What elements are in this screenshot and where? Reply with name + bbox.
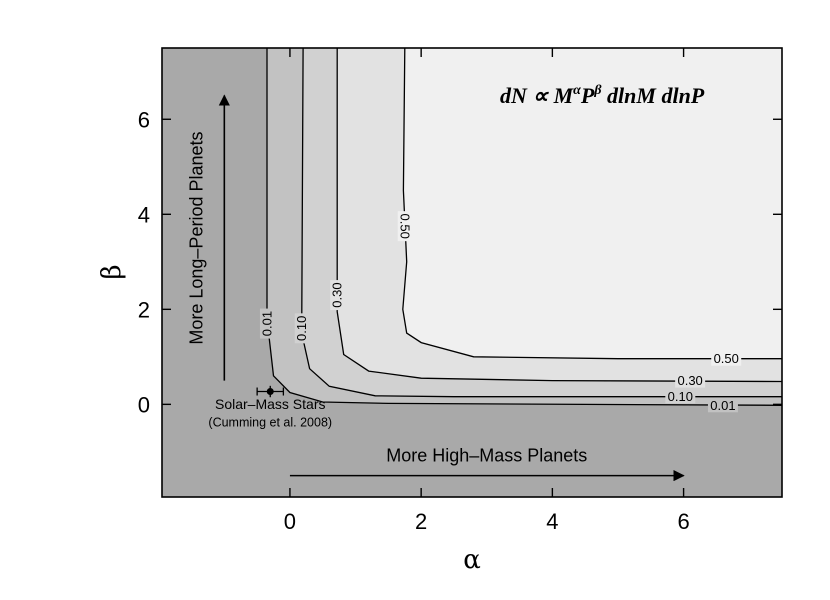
y-direction-arrow: More Long–Period Planets <box>186 94 230 381</box>
contour-label-bg-3 <box>397 211 412 242</box>
contour-label-1: 0.10 <box>294 316 309 341</box>
y-tick-label: 2 <box>138 297 150 322</box>
y-tick-label: 6 <box>138 107 150 132</box>
contour-label-bg-6 <box>665 389 696 404</box>
formula-sup-alpha: α <box>573 83 581 98</box>
contour-label-0: 0.01 <box>259 311 274 336</box>
y-axis-title: β <box>97 264 127 279</box>
x-tick-label: 4 <box>546 509 558 534</box>
marker-label-line2: (Cumming et al. 2008) <box>208 416 332 430</box>
region-0.50 <box>402 48 782 359</box>
contour-label-bg-5 <box>675 373 706 388</box>
contour-label-bg-4 <box>711 351 742 366</box>
contour-label-4: 0.50 <box>714 351 739 366</box>
plot-frame <box>161 47 783 498</box>
y-tick-label: 4 <box>138 202 150 227</box>
contour-label-2: 0.30 <box>330 282 345 307</box>
contour-label-5: 0.30 <box>677 373 702 388</box>
formula-mid: P <box>580 83 595 108</box>
contour-labels: 0.01 0.100.300.500.500.300.100.01 <box>259 211 742 413</box>
contour-label-3: 0.50 <box>397 214 412 239</box>
formula-label: dN ∝ MαPβ dlnM dlnP <box>500 83 705 108</box>
x-arrow-label: More High–Mass Planets <box>386 446 587 466</box>
contour-regions <box>267 48 782 406</box>
solar-mass-marker <box>256 385 285 398</box>
formula-prefix: dN ∝ M <box>500 83 575 108</box>
x-axis-title: α <box>463 545 481 575</box>
contour-label-6: 0.10 <box>668 389 693 404</box>
formula-sup-beta: β <box>593 83 602 98</box>
x-tick-label: 2 <box>415 509 427 534</box>
y-tick-label: 0 <box>138 392 150 417</box>
contour-label-7: 0.01 <box>710 398 735 413</box>
x-tick-label: 0 <box>284 509 296 534</box>
contour-line-0.30 <box>336 48 782 383</box>
formula-suffix: dlnM dlnP <box>602 83 705 108</box>
contour-label-bg-0 <box>259 308 274 339</box>
x-tick-label: 6 <box>677 509 689 534</box>
marker-point <box>266 388 274 396</box>
x-direction-arrow: More High–Mass Planets <box>289 446 685 482</box>
marker-label-line1: Solar–Mass Stars <box>215 396 325 412</box>
contour-label-bg-1 <box>294 313 309 344</box>
contour-label-bg-7 <box>707 398 738 413</box>
y-arrow-label: More Long–Period Planets <box>186 131 206 344</box>
contour-label-bg-2 <box>330 280 345 311</box>
axis-ticks: 0 2 4 6 0 2 4 6 <box>138 48 782 534</box>
